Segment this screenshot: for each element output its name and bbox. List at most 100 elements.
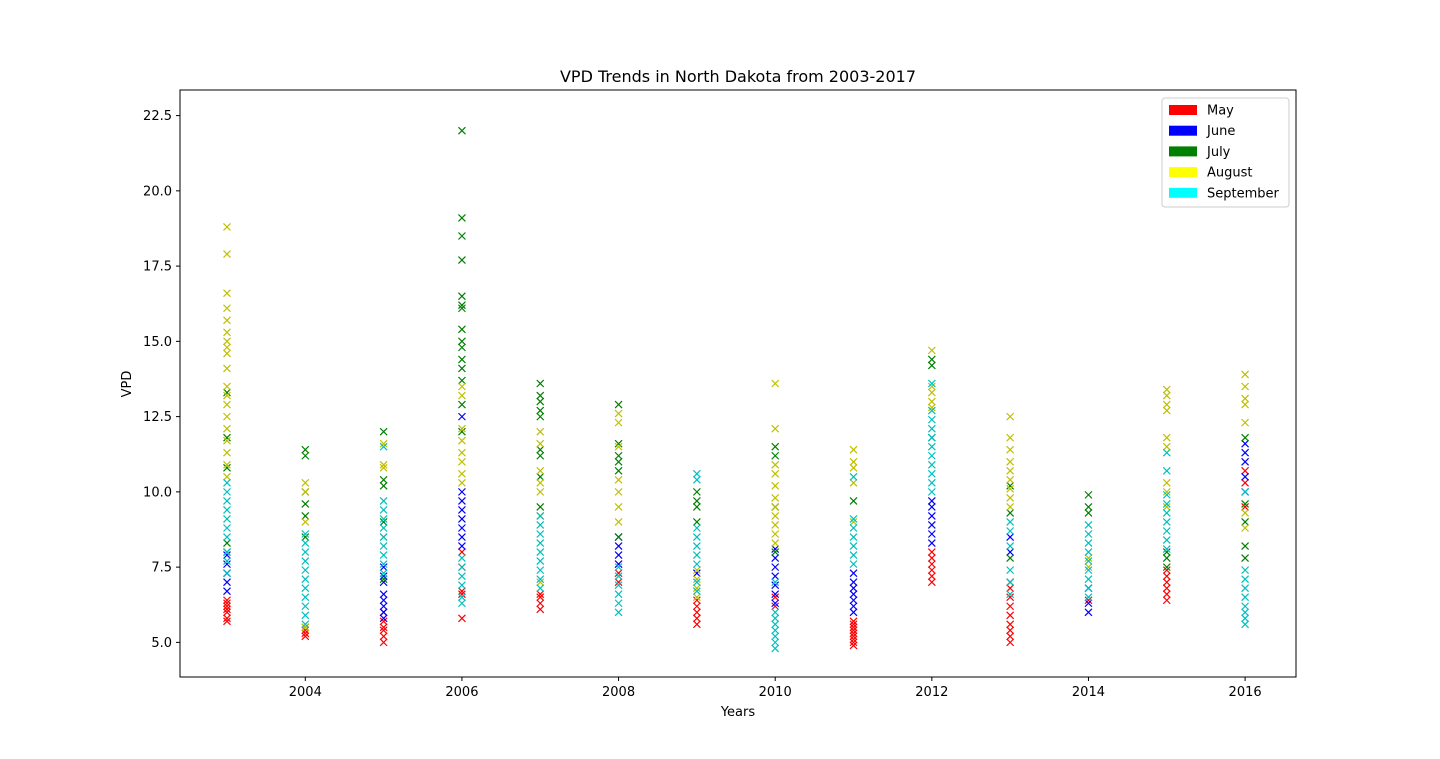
point-june (1241, 472, 1250, 481)
point-july (379, 475, 388, 484)
point-june (458, 515, 466, 523)
point-august (1006, 493, 1015, 502)
point-august (771, 469, 780, 478)
point-june (614, 551, 623, 560)
point-may (849, 620, 858, 629)
point-june (692, 569, 701, 578)
point-august (1241, 370, 1250, 379)
point-june (771, 599, 780, 608)
point-september (692, 542, 701, 550)
point-july (1084, 502, 1093, 511)
point-september (1241, 620, 1250, 629)
point-september (536, 548, 545, 556)
point-july (614, 439, 623, 448)
point-june (458, 487, 466, 496)
point-july (301, 499, 310, 508)
point-july (458, 325, 466, 334)
point-june (379, 608, 388, 617)
point-may (1006, 620, 1015, 629)
point-august (458, 424, 466, 433)
point-may (301, 629, 310, 638)
point-september (614, 572, 623, 581)
point-september (1241, 614, 1250, 623)
point-august (927, 388, 936, 397)
point-september (927, 433, 936, 442)
point-september (458, 593, 466, 602)
point-september (458, 563, 466, 572)
point-june (1084, 599, 1093, 608)
point-september (536, 584, 545, 593)
point-may (849, 623, 858, 632)
point-august (223, 436, 231, 445)
point-july (223, 539, 231, 547)
point-june (1241, 448, 1250, 457)
point-may (223, 608, 231, 617)
point-june (927, 539, 936, 547)
point-september (849, 472, 858, 481)
point-june (927, 496, 936, 505)
point-july (1162, 548, 1171, 556)
point-july (1241, 433, 1250, 442)
point-september (458, 554, 466, 563)
point-may (1162, 566, 1171, 575)
point-august (223, 424, 231, 433)
x-tick-label: 2016 (1229, 685, 1262, 700)
point-september (223, 569, 231, 578)
point-may (849, 638, 858, 647)
point-july (536, 472, 545, 481)
point-june (379, 578, 388, 587)
point-september (536, 521, 545, 529)
point-july (1006, 509, 1015, 517)
point-september (301, 575, 310, 584)
point-july (536, 445, 545, 454)
point-september (379, 524, 388, 532)
point-september (1162, 536, 1171, 544)
point-july (458, 400, 466, 409)
point-september (536, 566, 545, 575)
point-june (849, 584, 858, 593)
point-july (458, 343, 466, 352)
point-september (379, 551, 388, 560)
point-august (614, 487, 623, 496)
point-september (458, 581, 466, 590)
point-june (223, 560, 231, 569)
point-september (1162, 527, 1171, 535)
legend-box (1161, 97, 1290, 208)
point-september (223, 548, 231, 556)
point-august (927, 403, 936, 412)
point-july (458, 304, 466, 313)
point-august (458, 469, 466, 478)
point-september (692, 551, 701, 560)
point-may (379, 638, 388, 647)
point-may (1006, 593, 1015, 602)
point-june (1084, 608, 1093, 617)
point-july (458, 376, 466, 385)
point-september (379, 569, 388, 578)
point-may (458, 587, 466, 596)
point-september (536, 575, 545, 584)
point-june (379, 590, 388, 599)
point-july (771, 451, 780, 460)
x-axis-label: Years (720, 705, 756, 720)
point-july (223, 433, 231, 442)
point-june (927, 530, 936, 538)
point-august (927, 346, 936, 355)
point-july (1162, 563, 1171, 572)
point-may (692, 614, 701, 623)
point-august (771, 460, 780, 469)
point-september (771, 614, 780, 623)
point-may (927, 560, 936, 569)
point-may (223, 614, 231, 623)
point-august (1006, 484, 1015, 493)
point-may (1006, 602, 1015, 611)
point-may (692, 602, 701, 611)
point-june (458, 524, 466, 532)
point-june (379, 572, 388, 581)
point-august (771, 539, 780, 547)
point-july (1084, 490, 1093, 499)
point-july (1084, 509, 1093, 517)
point-june (458, 506, 466, 514)
point-august (1006, 457, 1015, 466)
point-july (458, 292, 466, 301)
point-may (379, 623, 388, 632)
